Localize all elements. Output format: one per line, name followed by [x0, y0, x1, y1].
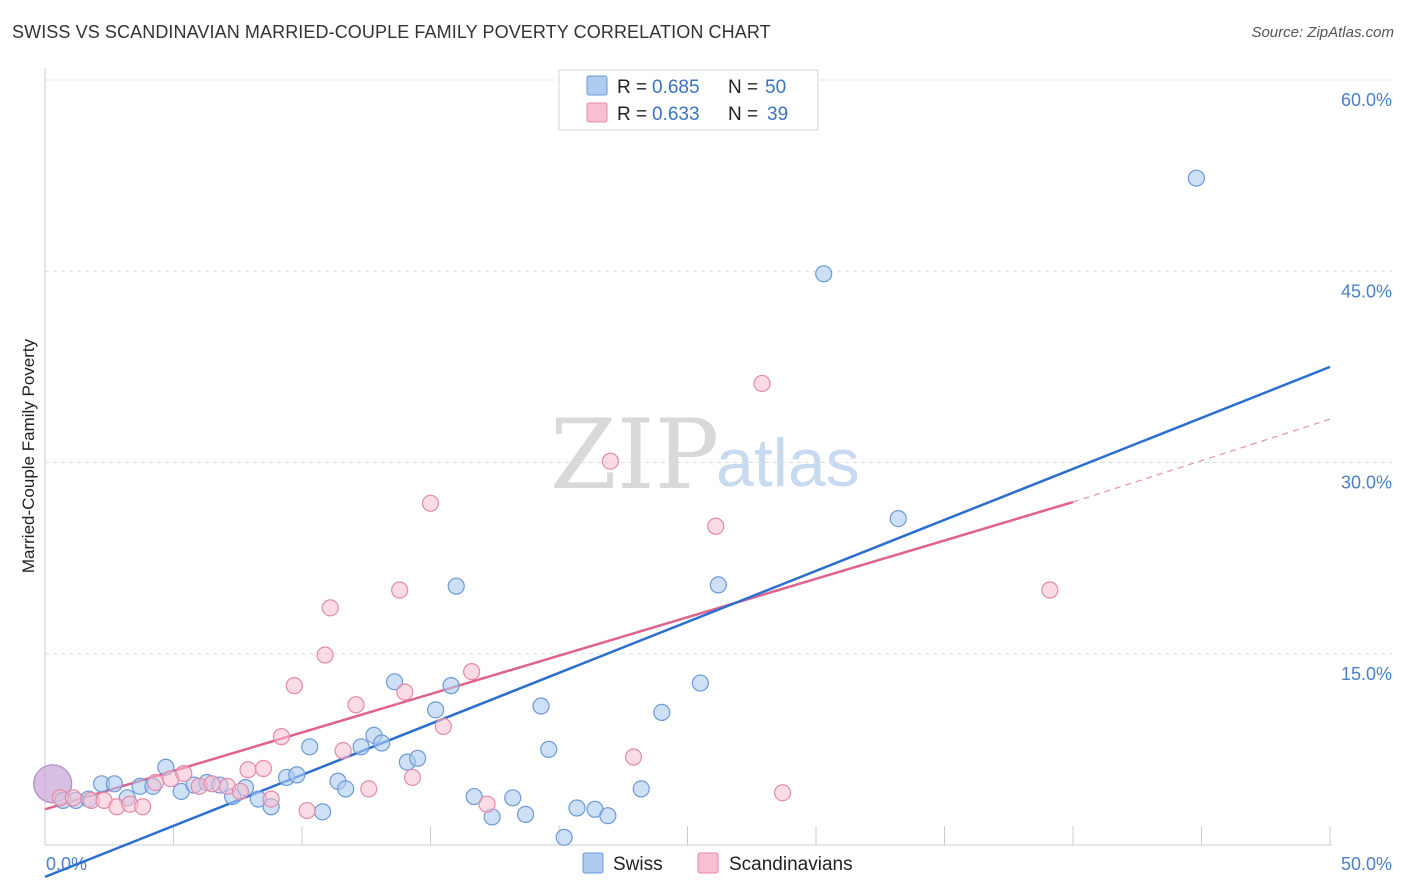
scandinavian-points: [51, 374, 1059, 820]
scandinavian-point: [391, 581, 409, 599]
swiss-point: [516, 805, 535, 824]
scandinavian-point: [64, 789, 82, 807]
bottom-legend-swatch-scandinavians: [697, 852, 719, 874]
swiss-point: [540, 740, 558, 758]
swiss-point: [632, 780, 650, 798]
scandinavian-point: [347, 696, 365, 714]
y-tick-labels: 15.0% 30.0% 45.0% 60.0%: [1341, 90, 1392, 684]
scandinavian-point: [134, 798, 152, 816]
legend-r-value-swiss: 0.685: [652, 77, 700, 98]
watermark: ZIP atlas: [550, 399, 860, 511]
scandinavian-point: [403, 768, 422, 787]
bottom-legend-label-scandinavians: Scandinavians: [729, 854, 853, 875]
bottom-legend-label-swiss: Swiss: [613, 854, 663, 875]
swiss-point: [447, 577, 465, 595]
scandinavian-point: [478, 795, 496, 813]
scandinavian-point: [753, 374, 771, 393]
scandinavians-trend-line: [44, 500, 1074, 811]
scandinavian-point: [262, 790, 280, 808]
legend-n-label-swiss: N =: [728, 77, 758, 98]
watermark-atlas: atlas: [716, 425, 860, 501]
scandinavian-point: [624, 748, 643, 766]
swiss-point: [555, 828, 573, 846]
swiss-point: [504, 789, 522, 807]
legend-n-value-scandinavians: 39: [767, 104, 788, 125]
scandinavians-trend-extension: [1072, 418, 1331, 503]
scandinavian-point: [707, 517, 725, 535]
scandinavian-point: [434, 717, 452, 736]
legend-swatch-scandinavians: [586, 102, 608, 123]
scandinavian-point: [1041, 581, 1059, 599]
x-tick-label-max: 50.0%: [1341, 854, 1392, 874]
bottom-legend-swatch-swiss: [582, 852, 604, 874]
scandinavian-point: [421, 494, 440, 512]
x-ticks: [173, 826, 1331, 845]
gridlines: [45, 79, 1392, 655]
swiss-point: [105, 775, 123, 793]
y-tick-label: 30.0%: [1341, 473, 1392, 493]
y-axis-label: Married-Couple Family Poverty: [19, 338, 38, 573]
y-tick-label: 60.0%: [1341, 90, 1392, 110]
scandinavian-point: [272, 728, 291, 746]
swiss-point: [427, 701, 445, 719]
scandinavian-point: [146, 773, 165, 792]
scandinavian-point: [231, 782, 249, 801]
scandinavian-point: [334, 742, 352, 760]
swiss-point: [532, 697, 550, 715]
legend-n-value-swiss: 50: [765, 77, 786, 98]
swiss-point: [889, 509, 907, 528]
scandinavian-point: [203, 775, 221, 793]
swiss-point: [815, 265, 833, 283]
scandinavian-point: [773, 784, 792, 802]
swiss-point: [288, 766, 306, 784]
swiss-point: [568, 799, 586, 817]
swiss-point: [385, 673, 404, 691]
top-legend: R = 0.685 N = 50 R = 0.633 N = 39: [558, 69, 819, 131]
swiss-point: [313, 803, 332, 821]
legend-r-label-swiss: R =: [617, 77, 647, 98]
legend-n-label-scandinavians: N =: [728, 104, 758, 125]
swiss-point: [465, 787, 483, 806]
swiss-point: [337, 780, 355, 798]
swiss-point: [409, 749, 427, 767]
scandinavian-point: [463, 662, 481, 681]
watermark-zip: ZIP: [550, 399, 719, 511]
swiss-point: [599, 807, 617, 825]
swiss-point: [373, 734, 391, 752]
scandinavian-point: [316, 646, 334, 664]
swiss-points: [33, 169, 1205, 846]
swiss-point: [1187, 169, 1205, 187]
y-tick-label: 45.0%: [1341, 281, 1392, 301]
scandinavian-point: [396, 683, 414, 701]
swiss-point: [653, 703, 671, 722]
scandinavian-point: [601, 452, 620, 470]
scandinavian-point: [321, 599, 339, 617]
scandinavian-point: [254, 759, 273, 778]
swiss-point: [442, 677, 460, 695]
bottom-legend: Swiss Scandinavians: [582, 852, 853, 875]
swiss-point: [352, 738, 370, 756]
scandinavian-point: [360, 780, 378, 798]
swiss-point: [691, 674, 709, 692]
swiss-point: [709, 576, 727, 594]
scandinavian-point: [239, 761, 257, 779]
x-tick-label-min: 0.0%: [46, 854, 87, 874]
scandinavian-point: [285, 677, 303, 695]
chart-title: SWISS VS SCANDINAVIAN MARRIED-COUPLE FAM…: [12, 22, 771, 42]
scandinavian-point: [298, 801, 316, 820]
scandinavian-point: [175, 764, 193, 783]
source-label: Source: ZipAtlas.com: [1251, 24, 1394, 41]
legend-r-value-scandinavians: 0.633: [652, 104, 700, 125]
legend-r-label-scandinavians: R =: [617, 104, 647, 125]
swiss-point: [301, 738, 319, 756]
y-tick-label: 15.0%: [1341, 664, 1392, 684]
legend-swatch-swiss: [586, 75, 608, 96]
